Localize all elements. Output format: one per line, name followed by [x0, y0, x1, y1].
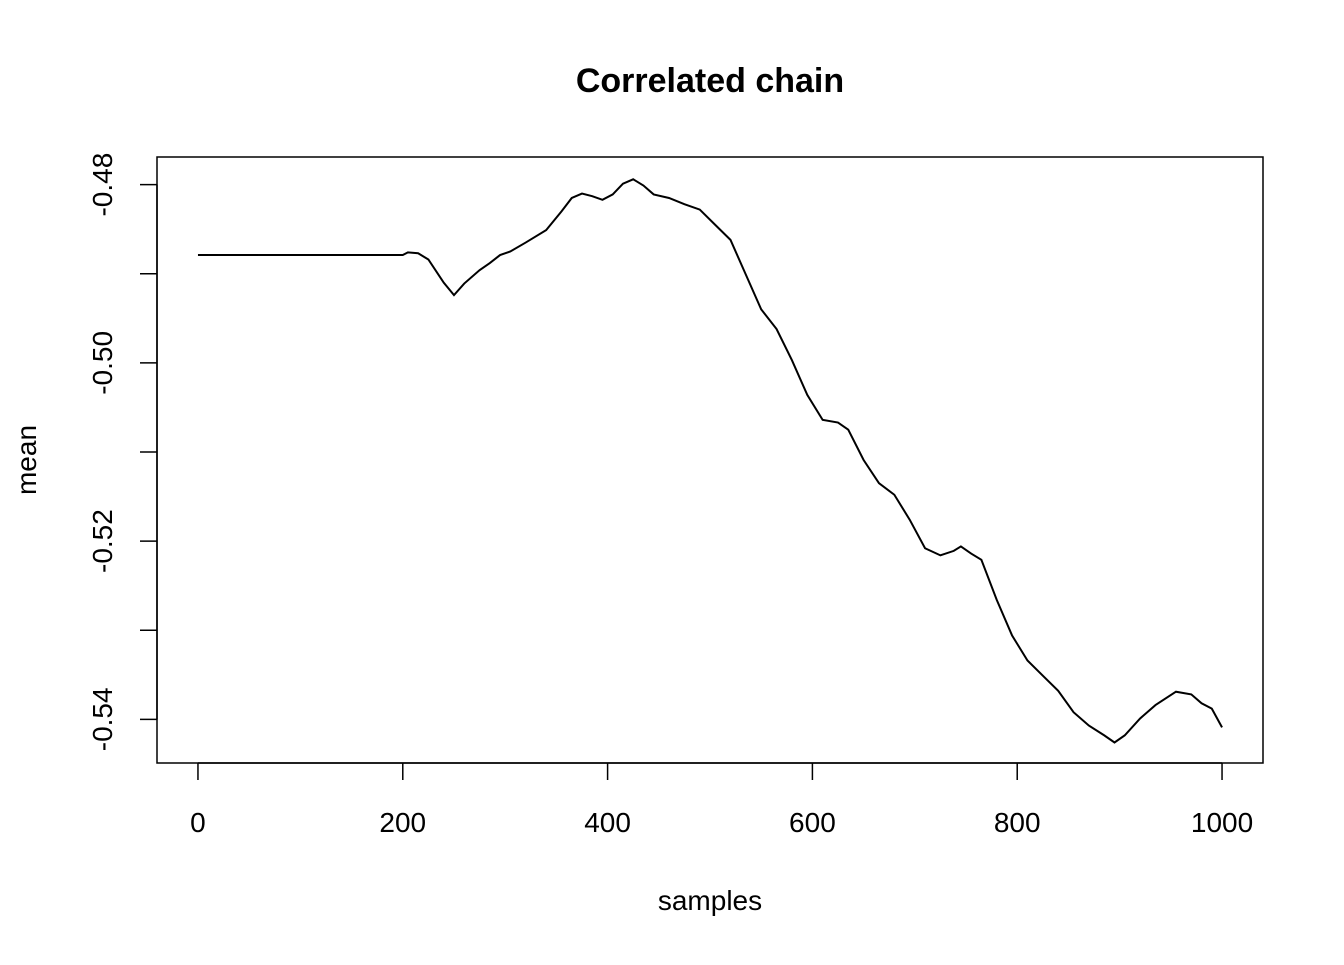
y-tick-label: -0.54 [87, 687, 118, 751]
x-tick-label: 200 [379, 807, 426, 838]
x-tick-label: 600 [789, 807, 836, 838]
x-tick-label: 0 [190, 807, 206, 838]
x-tick-label: 1000 [1191, 807, 1253, 838]
y-axis-label: mean [11, 425, 42, 495]
y-tick-label: -0.50 [87, 331, 118, 395]
y-tick-label: -0.52 [87, 509, 118, 573]
x-axis-label: samples [658, 885, 762, 916]
x-tick-label: 800 [994, 807, 1041, 838]
y-tick-label: -0.48 [87, 153, 118, 217]
chart-title: Correlated chain [576, 62, 844, 100]
data-line [197, 178, 1223, 744]
plot-box [156, 156, 1264, 764]
x-tick-label: 400 [584, 807, 631, 838]
